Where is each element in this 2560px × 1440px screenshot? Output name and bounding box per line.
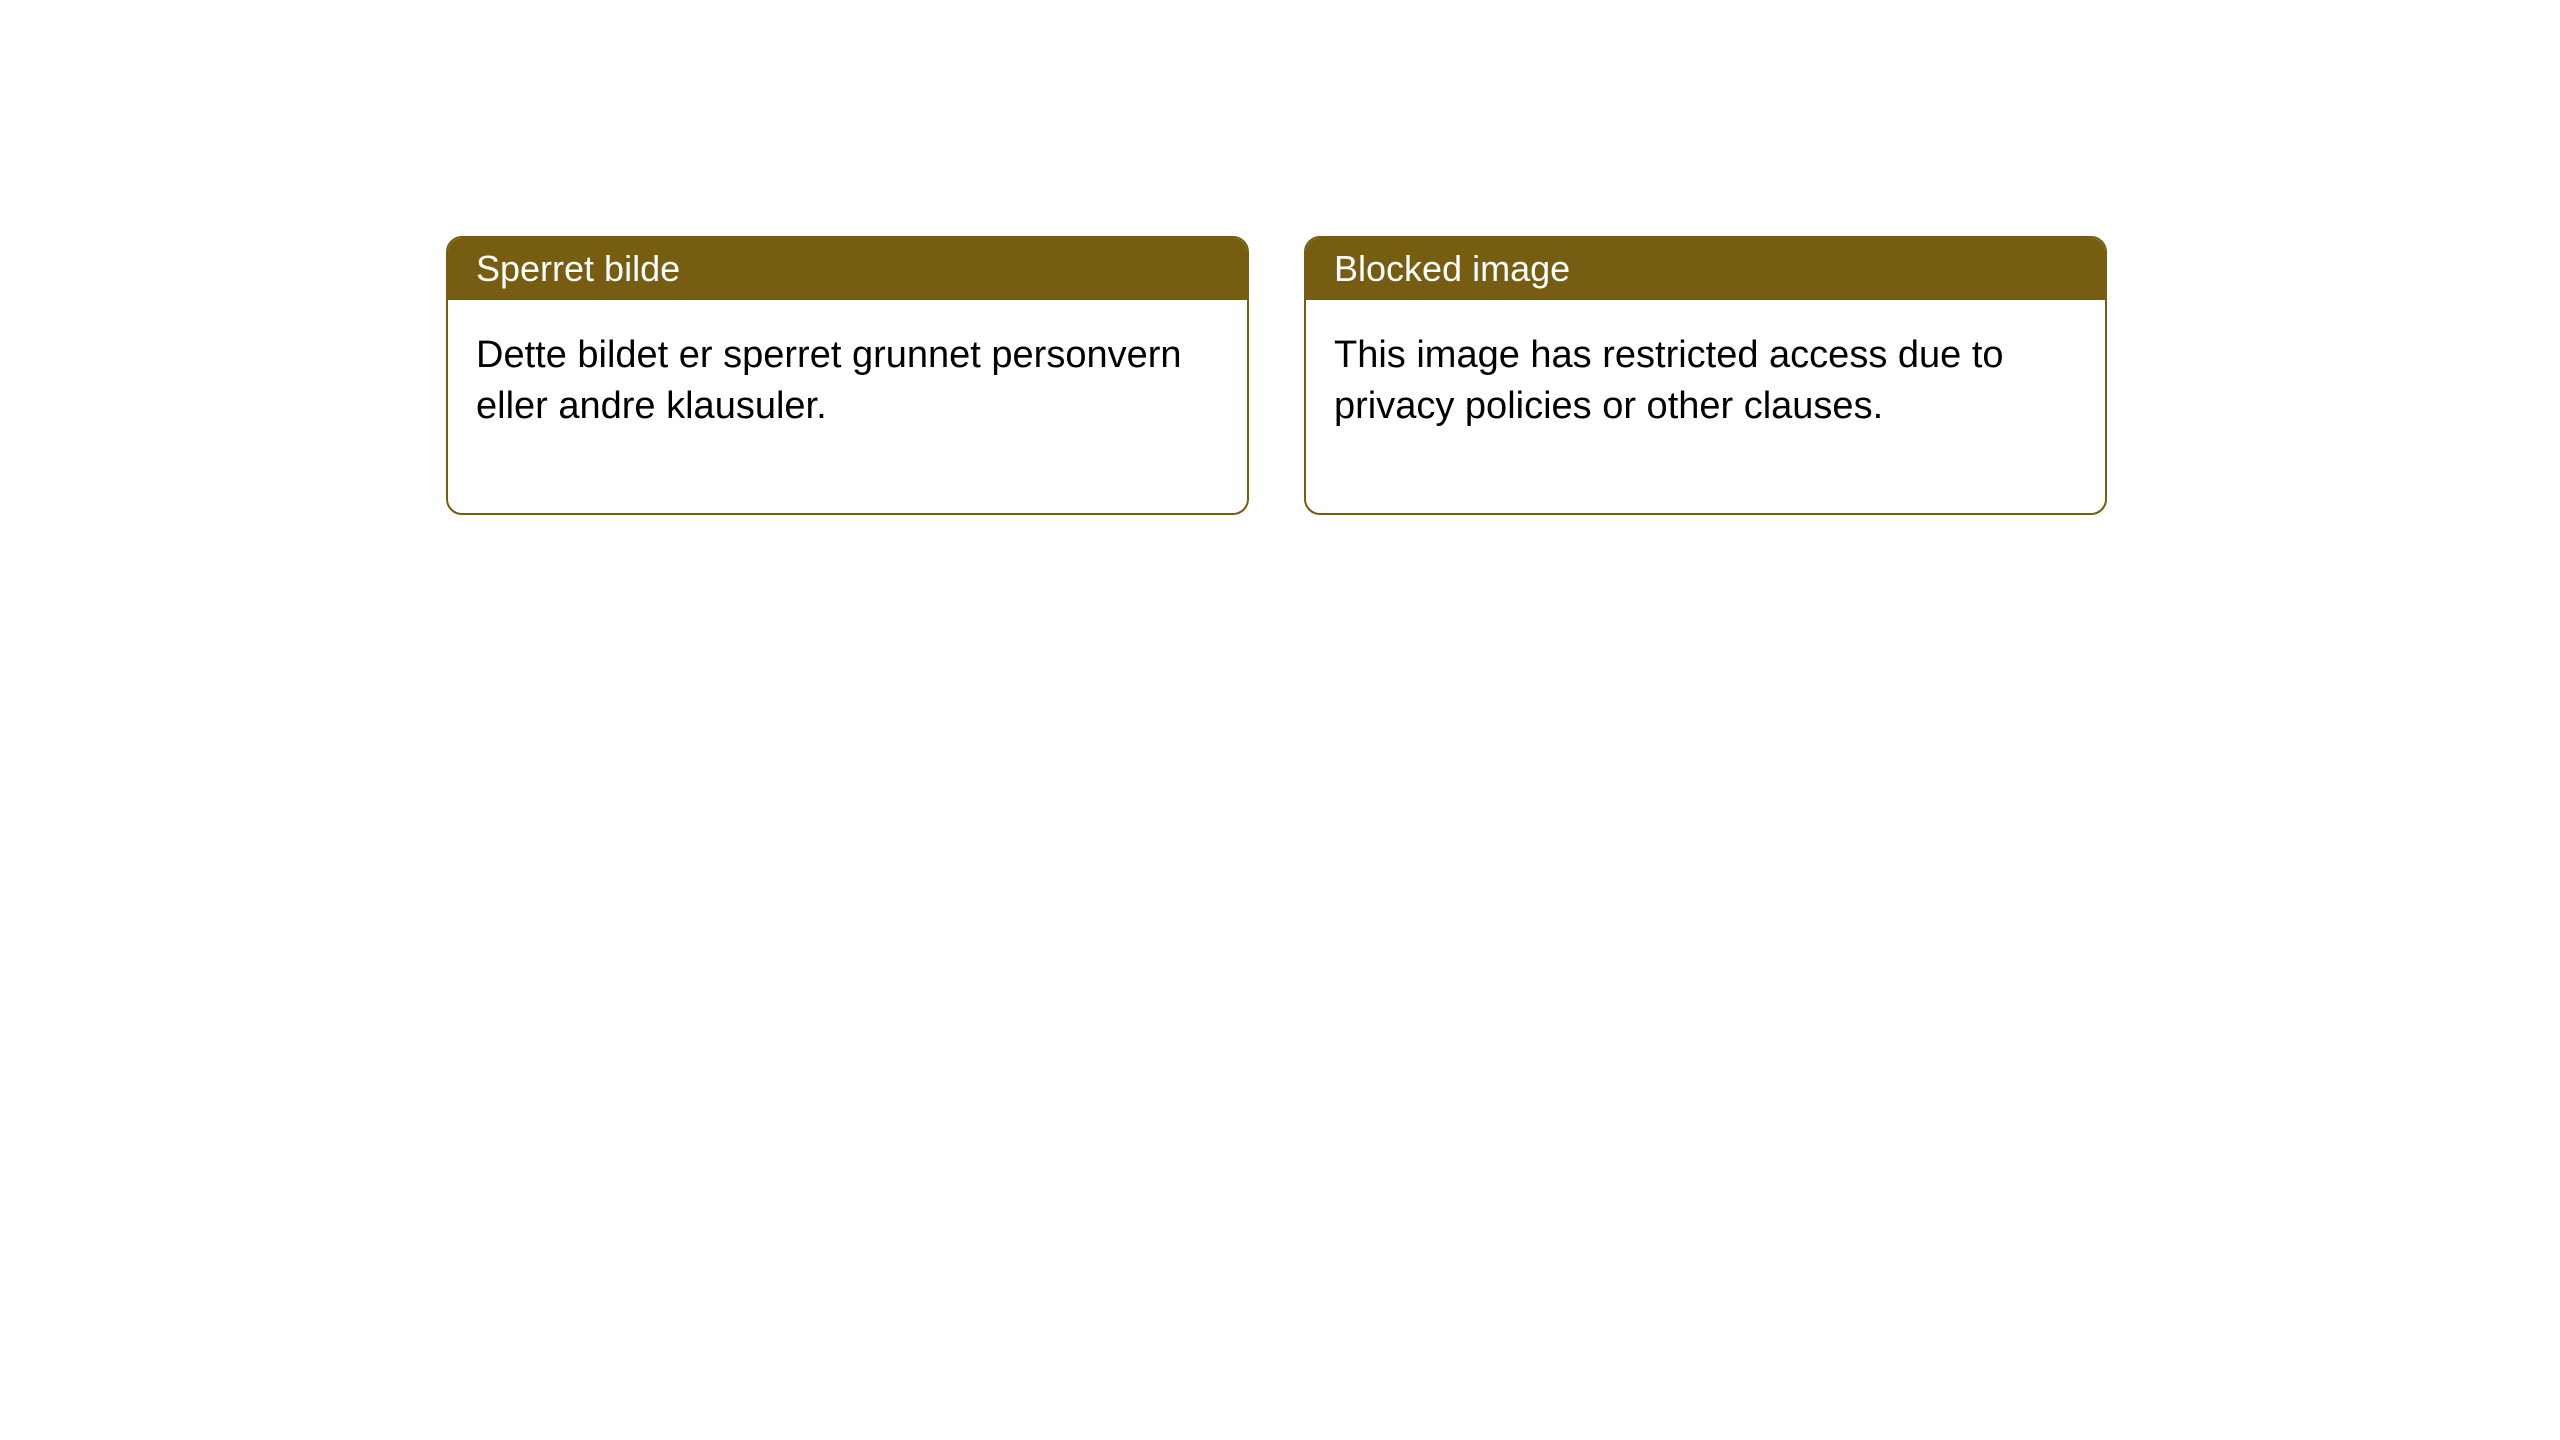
card-header: Sperret bilde: [448, 238, 1247, 300]
card-header: Blocked image: [1306, 238, 2105, 300]
card-body-text: Dette bildet er sperret grunnet personve…: [476, 334, 1182, 427]
card-title: Blocked image: [1334, 248, 1570, 289]
notice-card-english: Blocked image This image has restricted …: [1304, 236, 2107, 515]
card-body: This image has restricted access due to …: [1306, 300, 2105, 513]
blocked-image-notices: Sperret bilde Dette bildet er sperret gr…: [446, 236, 2107, 515]
notice-card-norwegian: Sperret bilde Dette bildet er sperret gr…: [446, 236, 1249, 515]
card-title: Sperret bilde: [476, 248, 680, 289]
card-body-text: This image has restricted access due to …: [1334, 334, 2004, 427]
card-body: Dette bildet er sperret grunnet personve…: [448, 300, 1247, 513]
